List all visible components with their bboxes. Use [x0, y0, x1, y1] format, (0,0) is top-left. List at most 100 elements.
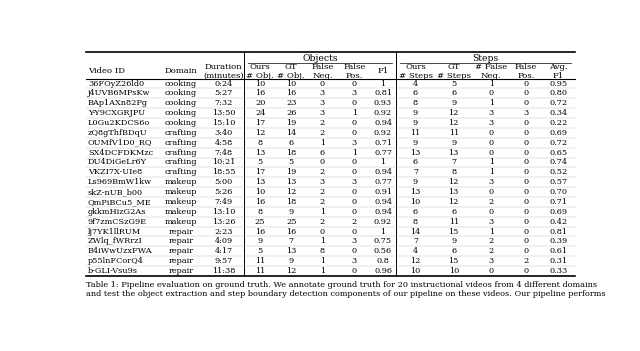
Text: 12: 12: [410, 257, 420, 265]
Text: makeup: makeup: [165, 178, 197, 186]
Text: ZWlq_fWRrzI: ZWlq_fWRrzI: [88, 237, 143, 245]
Text: 0: 0: [352, 129, 357, 137]
Text: 17: 17: [255, 119, 265, 127]
Text: 12: 12: [449, 119, 459, 127]
Text: skZ-nUB_b00: skZ-nUB_b00: [88, 188, 143, 196]
Text: 9: 9: [413, 139, 418, 147]
Text: 0: 0: [352, 158, 357, 166]
Text: 3: 3: [320, 178, 325, 186]
Text: 4:17: 4:17: [214, 247, 233, 255]
Text: 0: 0: [352, 198, 357, 206]
Text: 1: 1: [489, 80, 494, 87]
Text: 10: 10: [410, 267, 420, 275]
Text: DU4DiGeLr6Y: DU4DiGeLr6Y: [88, 158, 147, 166]
Text: 15:10: 15:10: [212, 119, 236, 127]
Text: 5:26: 5:26: [214, 188, 233, 196]
Text: 0: 0: [352, 208, 357, 216]
Text: 11: 11: [255, 267, 265, 275]
Text: 9: 9: [257, 237, 262, 245]
Text: gkkmHizG2As: gkkmHizG2As: [88, 208, 147, 216]
Text: 3: 3: [352, 90, 357, 98]
Text: 0.81: 0.81: [374, 90, 392, 98]
Text: 10: 10: [449, 267, 459, 275]
Text: 0: 0: [320, 80, 325, 87]
Text: 2: 2: [320, 168, 325, 176]
Text: 0: 0: [524, 148, 529, 157]
Text: 0:24: 0:24: [214, 80, 233, 87]
Text: 0.80: 0.80: [549, 90, 568, 98]
Text: 0: 0: [352, 247, 357, 255]
Text: 0.52: 0.52: [549, 168, 568, 176]
Text: 13: 13: [410, 148, 420, 157]
Text: False
Neg.: False Neg.: [311, 63, 333, 80]
Text: 12: 12: [286, 188, 296, 196]
Text: 12: 12: [449, 109, 459, 117]
Text: 20: 20: [255, 99, 266, 107]
Text: 10: 10: [255, 188, 265, 196]
Text: 0.69: 0.69: [549, 208, 568, 216]
Text: Domain: Domain: [164, 67, 198, 75]
Text: Steps: Steps: [472, 54, 499, 64]
Text: 15: 15: [449, 257, 459, 265]
Text: 36FOyZ26ld0: 36FOyZ26ld0: [88, 80, 144, 87]
Text: 14: 14: [410, 227, 420, 236]
Text: 0.94: 0.94: [374, 119, 392, 127]
Text: 9: 9: [413, 119, 418, 127]
Text: 13:50: 13:50: [212, 109, 236, 117]
Text: 2: 2: [320, 188, 325, 196]
Text: 0.77: 0.77: [374, 178, 392, 186]
Text: 0.81: 0.81: [549, 227, 568, 236]
Text: 6: 6: [289, 139, 294, 147]
Text: 3: 3: [320, 90, 325, 98]
Text: 6: 6: [413, 208, 418, 216]
Text: cooking: cooking: [165, 99, 197, 107]
Text: 0: 0: [524, 90, 529, 98]
Text: 9: 9: [289, 257, 294, 265]
Text: 2: 2: [489, 237, 494, 245]
Text: Duration
(minutes): Duration (minutes): [204, 63, 244, 80]
Text: crafting: crafting: [165, 148, 197, 157]
Text: 1: 1: [320, 257, 325, 265]
Text: 11: 11: [449, 218, 459, 226]
Text: 6: 6: [451, 247, 456, 255]
Text: 6: 6: [320, 148, 325, 157]
Text: 0: 0: [489, 90, 494, 98]
Text: 0: 0: [524, 227, 529, 236]
Text: 12: 12: [286, 267, 296, 275]
Text: 3: 3: [320, 109, 325, 117]
Text: 2:23: 2:23: [214, 227, 233, 236]
Text: 3: 3: [352, 178, 357, 186]
Text: 25: 25: [255, 218, 266, 226]
Text: 6: 6: [413, 90, 418, 98]
Text: 0: 0: [524, 139, 529, 147]
Text: 1: 1: [380, 227, 385, 236]
Text: 8: 8: [451, 168, 456, 176]
Text: 14: 14: [286, 129, 296, 137]
Text: 1: 1: [320, 267, 325, 275]
Text: 6: 6: [413, 158, 418, 166]
Text: 0: 0: [489, 139, 494, 147]
Text: 3:40: 3:40: [214, 129, 233, 137]
Text: 0.94: 0.94: [374, 168, 392, 176]
Text: 2: 2: [320, 129, 325, 137]
Text: 6: 6: [451, 208, 456, 216]
Text: 0: 0: [524, 237, 529, 245]
Text: 0.65: 0.65: [549, 148, 568, 157]
Text: 10: 10: [410, 198, 420, 206]
Text: 3: 3: [320, 99, 325, 107]
Text: 0.71: 0.71: [549, 198, 568, 206]
Text: 3: 3: [489, 109, 494, 117]
Text: 0.22: 0.22: [549, 119, 568, 127]
Text: 13:26: 13:26: [212, 218, 236, 226]
Text: 9: 9: [413, 109, 418, 117]
Text: 0: 0: [489, 129, 494, 137]
Text: 0.91: 0.91: [374, 188, 392, 196]
Text: 2: 2: [320, 119, 325, 127]
Text: 16: 16: [286, 227, 296, 236]
Text: 16: 16: [255, 198, 265, 206]
Text: cooking: cooking: [165, 119, 197, 127]
Text: 7:48: 7:48: [214, 148, 233, 157]
Text: GT
# Obj.: GT # Obj.: [277, 63, 305, 80]
Text: 0.31: 0.31: [549, 257, 568, 265]
Text: j4UVB6MPsKw: j4UVB6MPsKw: [88, 90, 150, 98]
